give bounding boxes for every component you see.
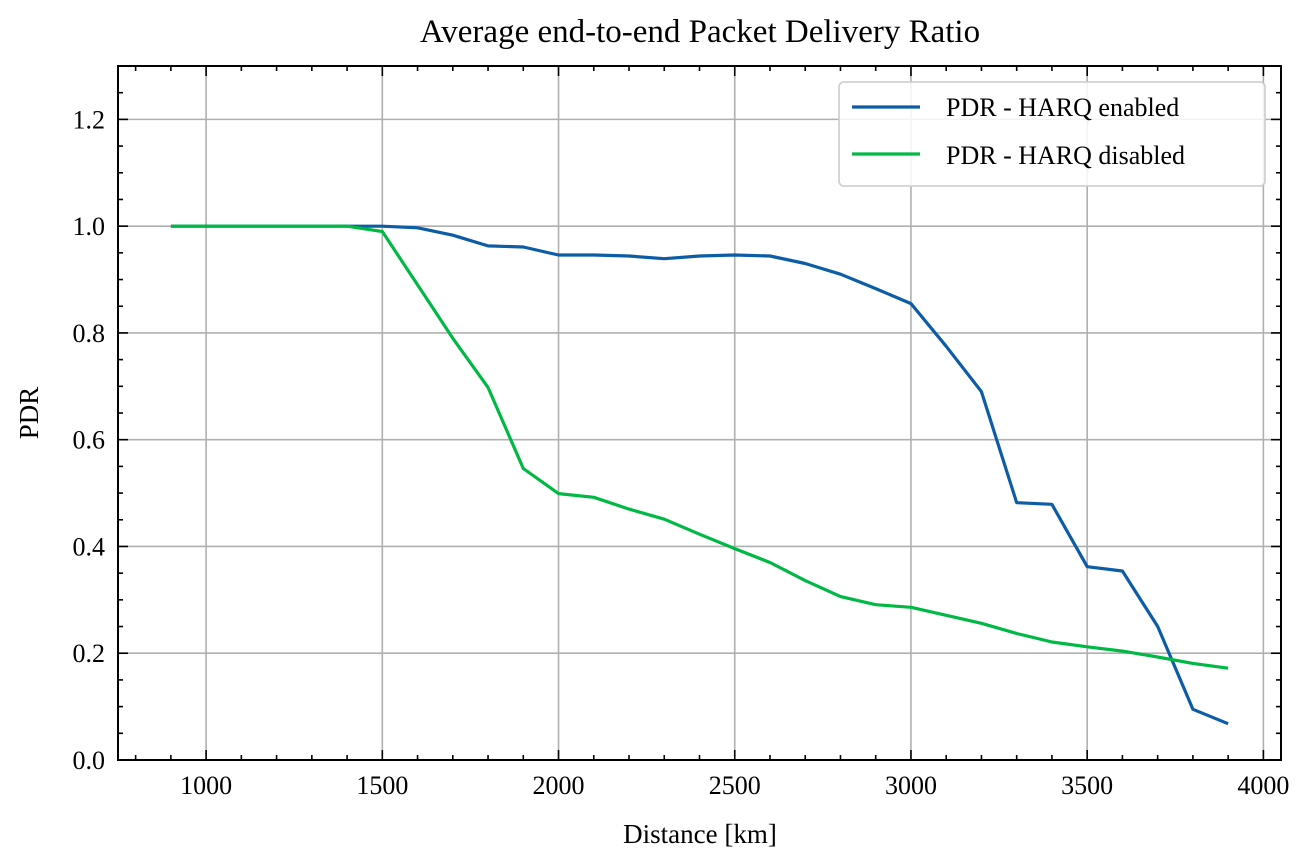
y-axis-label: PDR <box>14 387 44 440</box>
series-line-harq-enabled <box>170 224 1229 726</box>
y-tick-label: 0.0 <box>73 746 106 775</box>
x-tick-label: 4000 <box>1237 771 1289 800</box>
x-axis-label: Distance [km] <box>623 819 777 849</box>
legend-label-harq-disabled: PDR - HARQ disabled <box>946 141 1185 170</box>
y-tick-label: 1.0 <box>73 212 106 241</box>
chart-title: Average end-to-end Packet Delivery Ratio <box>420 14 980 50</box>
y-tick-label: 1.2 <box>73 105 106 134</box>
series-lines <box>170 224 1229 726</box>
y-tick-label: 0.4 <box>73 532 106 561</box>
legend-label-harq-enabled: PDR - HARQ enabled <box>946 93 1179 122</box>
y-tick-label: 0.8 <box>73 319 106 348</box>
x-tick-label: 1500 <box>356 771 408 800</box>
x-tick-label: 2000 <box>533 771 585 800</box>
y-tick-label: 0.2 <box>73 639 106 668</box>
x-tick-label: 1000 <box>180 771 232 800</box>
tick-labels: 1000 1500 2000 2500 3000 3500 4000 0.0 0.2 0.4 0.6… <box>73 105 1290 800</box>
axis-ticks <box>118 65 1281 761</box>
x-tick-label: 2500 <box>709 771 761 800</box>
legend: PDR - HARQ enabled PDR - HARQ disabled <box>838 81 1266 187</box>
x-tick-label: 3000 <box>885 771 937 800</box>
series-line-harq-disabled <box>170 224 1229 670</box>
x-tick-label: 3500 <box>1061 771 1113 800</box>
y-tick-label: 0.6 <box>73 426 106 455</box>
legend-box <box>838 81 1266 187</box>
